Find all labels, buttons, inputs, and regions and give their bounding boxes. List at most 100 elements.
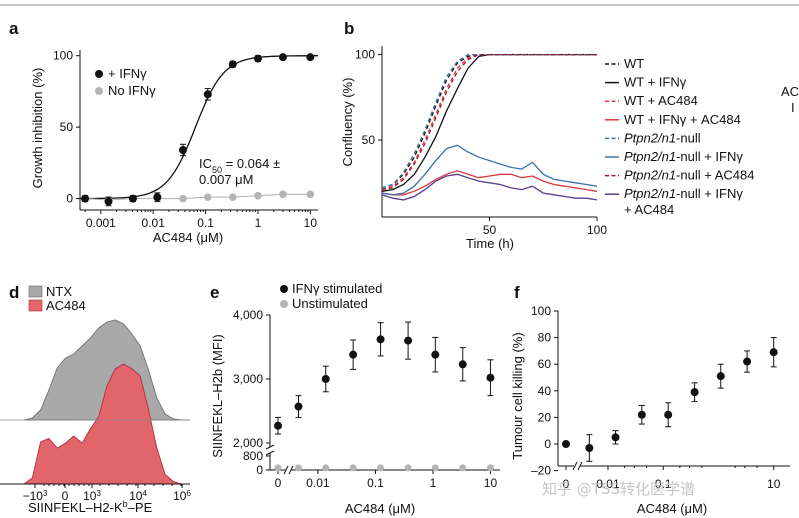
- d-xtick-label: 104: [129, 489, 147, 504]
- e-point-unstim: [274, 464, 282, 472]
- a-point-no-ifng: [279, 190, 287, 199]
- legend-marker-ifng: [95, 70, 103, 78]
- f-xtick-label: 10: [767, 477, 781, 491]
- f-x-break: [572, 461, 578, 471]
- d-xtick-sup: 4: [142, 489, 147, 498]
- f-ytick-label: –20: [531, 464, 551, 478]
- legend-marker-no-ifng: [95, 87, 103, 95]
- d-histogram-ac484: [22, 363, 190, 485]
- a-xtick-label: 1: [255, 216, 262, 230]
- e-y-break: [265, 450, 275, 456]
- e-ytick-label: 0: [256, 463, 263, 477]
- panel-e-letter: e: [210, 283, 219, 302]
- d-xtick-sup: 6: [186, 489, 191, 498]
- panel-f-marks: [562, 337, 778, 462]
- b-legend-italic: Ptpn2/n1: [624, 168, 676, 183]
- panel-e-legend: IFNγ stimulated Unstimulated: [280, 281, 382, 311]
- f-ytick-label: 100: [531, 304, 551, 318]
- e-xtick-label: 0.01: [306, 476, 330, 490]
- ic50-text: IC: [199, 156, 212, 171]
- a-point-ifng: [104, 197, 113, 206]
- panel-e-marks: [274, 321, 495, 472]
- f-xtick-label: 0.1: [655, 477, 672, 491]
- f-point: [637, 410, 646, 419]
- b-ytick-label: 100: [355, 48, 375, 62]
- panel-f-letter: f: [514, 283, 520, 302]
- b-legend-italic: Ptpn2/n1: [624, 149, 676, 164]
- b-series-line: [381, 53, 597, 191]
- e-ytick-label: 4,000: [233, 308, 263, 322]
- a-xtick-label: 10: [304, 216, 318, 230]
- f-point: [611, 433, 620, 442]
- d-xtick-base: 0: [62, 489, 69, 503]
- e-xtick-label: 0.1: [367, 476, 384, 490]
- e-ytick-label: 3,000: [233, 372, 263, 386]
- e-y-break: [265, 444, 275, 450]
- d-xtick-base: −10: [23, 489, 44, 503]
- a-point-ifng: [178, 146, 187, 154]
- b-legend-label: WT + AC484: [624, 93, 698, 108]
- panel-f-ylabel: Tumour cell killing (%): [510, 332, 525, 459]
- e-point-unstim: [349, 464, 357, 472]
- a-point-no-ifng: [203, 193, 212, 201]
- f-ytick-label: 80: [538, 331, 552, 345]
- a-ytick-label: 50: [60, 120, 74, 134]
- d-xtick-base: 10: [83, 489, 97, 503]
- a-ytick-label: 100: [53, 49, 73, 63]
- f-point: [716, 372, 725, 381]
- b-legend-rest: -null + IFNγ: [676, 149, 743, 164]
- a-point-ifng: [128, 194, 137, 203]
- legend-marker-unstim: [280, 300, 288, 308]
- f-xtick-label: 0.01: [596, 477, 620, 491]
- e-point-unstim: [322, 464, 330, 472]
- f-point: [562, 440, 570, 448]
- e-point-unstim: [377, 464, 385, 472]
- e-point-unstim: [294, 464, 302, 472]
- panel-e-ylabel: SIINFEKL–H2b (MFI): [210, 334, 225, 458]
- d-xtick-label: 106: [173, 489, 191, 504]
- e-x-break: [288, 465, 294, 475]
- e-ytick-label: 2,000: [233, 436, 263, 450]
- a-point-no-ifng: [228, 193, 237, 201]
- panel-d-xlabel: SIINFEKL–H2-Kb–PE: [28, 499, 153, 515]
- e-point-stim: [376, 335, 385, 344]
- panel-a-legend: + IFNγ No IFNγ: [95, 66, 156, 98]
- legend-label-stim: IFNγ stimulated: [292, 281, 382, 296]
- b-legend-italic: Ptpn2/n1: [624, 130, 676, 145]
- a-noifng-line: [85, 193, 311, 201]
- b-ytick-label: 50: [362, 133, 376, 147]
- panel-a-ic50: IC50 = 0.064 ±: [199, 156, 280, 175]
- e-xtick-label: 1: [430, 476, 437, 490]
- panel-e: e IFNγ stimulated Unstimulated SIINFEKL–…: [210, 281, 500, 516]
- d-xlabel-main: SIINFEKL–H2-K: [28, 500, 123, 515]
- a-ytick-label: 0: [66, 192, 73, 206]
- panel-d: d NTX AC484 −103 0 103 104 106 SIINFEKL–H2-K…: [0, 283, 191, 515]
- legend-swatch-ac484: [28, 299, 43, 312]
- a-point-ifng: [203, 90, 212, 99]
- panel-a-marks: [80, 53, 318, 207]
- a-xtick-label: 0.01: [142, 216, 166, 230]
- panel-a-ylabel: Growth inhibition (%): [30, 68, 45, 189]
- f-point: [585, 443, 594, 452]
- a-point-ifng: [81, 194, 90, 203]
- e-point-unstim: [486, 464, 494, 472]
- b-legend-label: Ptpn2/n1-null + IFNγ: [624, 186, 743, 201]
- f-ytick-label: 60: [538, 357, 552, 371]
- e-point-stim: [349, 350, 358, 359]
- panel-d-legend: NTX AC484: [28, 284, 86, 313]
- d-xtick-base: 10: [173, 489, 187, 503]
- panel-d-marks: [22, 319, 190, 485]
- b-legend-label-line2: + AC484: [624, 202, 674, 217]
- e-xtick-label: 10: [484, 476, 498, 490]
- e-ytick-label: 800: [243, 449, 263, 463]
- d-xtick-label: 0: [62, 489, 69, 503]
- d-xlabel-sup: b: [123, 499, 128, 509]
- panel-d-letter: d: [9, 283, 19, 302]
- f-ytick-label: 40: [538, 384, 552, 398]
- f-ytick-label: 0: [544, 437, 551, 451]
- legend-label-no-ifng: No IFNγ: [108, 83, 156, 98]
- d-xtick-base: 10: [129, 489, 143, 503]
- f-point: [690, 388, 699, 397]
